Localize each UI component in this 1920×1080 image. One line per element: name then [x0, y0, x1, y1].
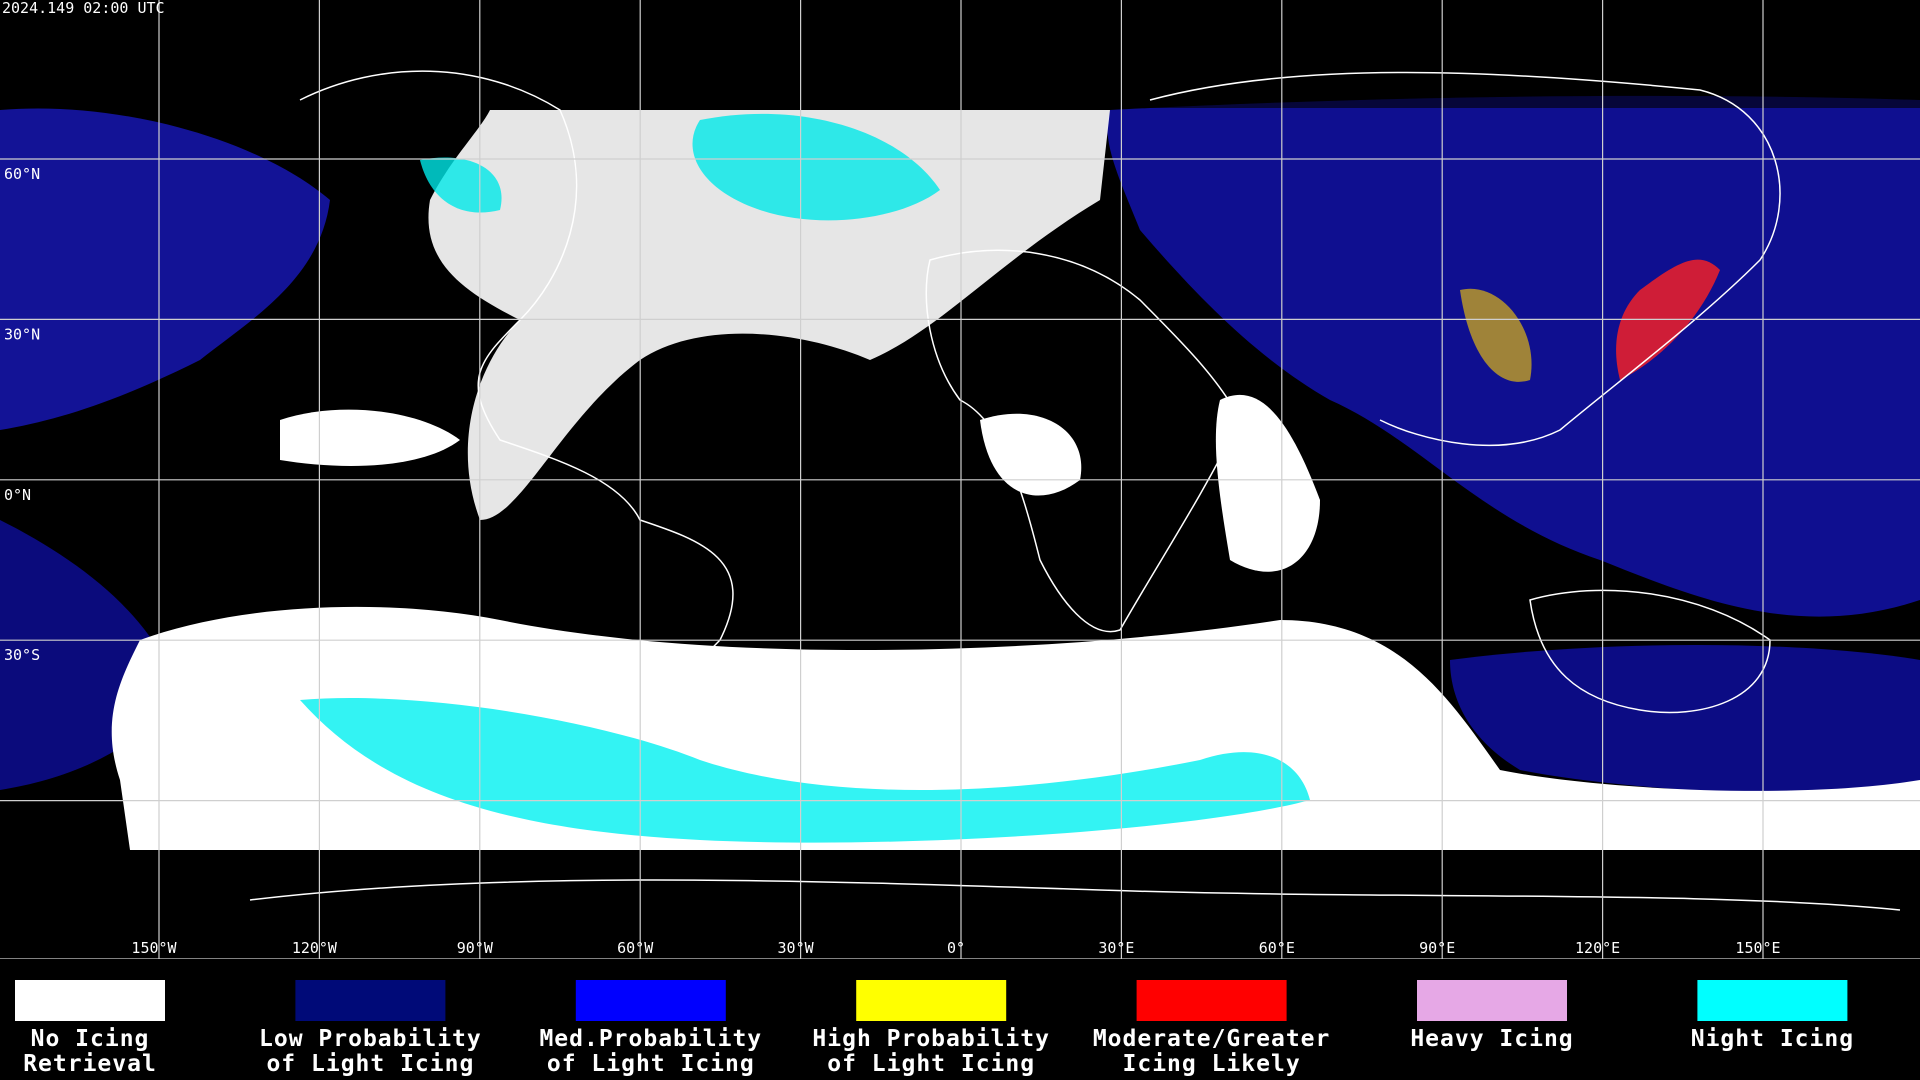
timestamp: 2024.149 02:00 UTC — [2, 0, 165, 17]
coastline — [299, 70, 734, 741]
longitude-label: 90°W — [457, 939, 494, 957]
legend-swatch — [15, 980, 165, 1021]
legend-swatch — [856, 980, 1007, 1021]
latitude-label: 0°N — [4, 486, 31, 504]
night-icing-region — [692, 113, 940, 221]
longitude-label: 30°E — [1098, 939, 1134, 957]
night-icing-region — [420, 157, 502, 213]
coastline — [249, 879, 1901, 911]
longitude-label: 120°E — [1575, 939, 1620, 957]
legend-label: Retrieval — [23, 1051, 157, 1077]
coastline — [1529, 589, 1771, 714]
no-icing-region — [280, 409, 460, 466]
legend-label: High Probability — [812, 1026, 1050, 1052]
longitude-label: 120°W — [292, 939, 338, 957]
legend-label: Icing Likely — [1123, 1051, 1301, 1077]
legend-swatch — [1697, 980, 1848, 1021]
legend-swatch — [575, 980, 726, 1021]
legend-swatch — [1417, 980, 1567, 1021]
longitude-label: 150°W — [131, 939, 177, 957]
legend-label: of Light Icing — [266, 1051, 474, 1077]
icing-region — [0, 108, 330, 430]
night-icing-region — [300, 698, 1310, 843]
longitude-label: 30°W — [778, 939, 815, 957]
legend-label: of Light Icing — [547, 1051, 755, 1077]
latitude-label: 30°S — [4, 646, 40, 664]
longitude-label: 150°E — [1735, 939, 1780, 957]
icing-region — [1460, 288, 1532, 382]
latitude-label: 60°N — [4, 165, 40, 183]
no-icing-region — [428, 110, 1110, 520]
longitude-label: 90°E — [1419, 939, 1455, 957]
legend-label: Low Probability — [259, 1026, 482, 1052]
longitude-label: 60°W — [617, 939, 654, 957]
legend-label: Moderate/Greater — [1093, 1026, 1331, 1052]
legend-label: Med.Probability — [539, 1026, 762, 1052]
coastline — [925, 249, 1241, 633]
no-icing-region — [1215, 394, 1320, 572]
legend-label: of Light Icing — [827, 1051, 1035, 1077]
latitude-label: 30°N — [4, 325, 40, 343]
legend-label: Heavy Icing — [1410, 1026, 1573, 1052]
coastlines — [249, 70, 1901, 911]
longitude-label: 0° — [947, 939, 965, 957]
north-void — [0, 0, 1920, 108]
icing-region — [1450, 645, 1920, 794]
legend-label: Night Icing — [1691, 1026, 1854, 1052]
legend-label: No Icing — [31, 1026, 150, 1052]
legend-swatch — [295, 980, 446, 1021]
legend-swatch — [1136, 980, 1287, 1021]
no-icing-region — [980, 413, 1082, 496]
longitude-label: 60°E — [1259, 939, 1295, 957]
coastline — [1149, 71, 1781, 447]
